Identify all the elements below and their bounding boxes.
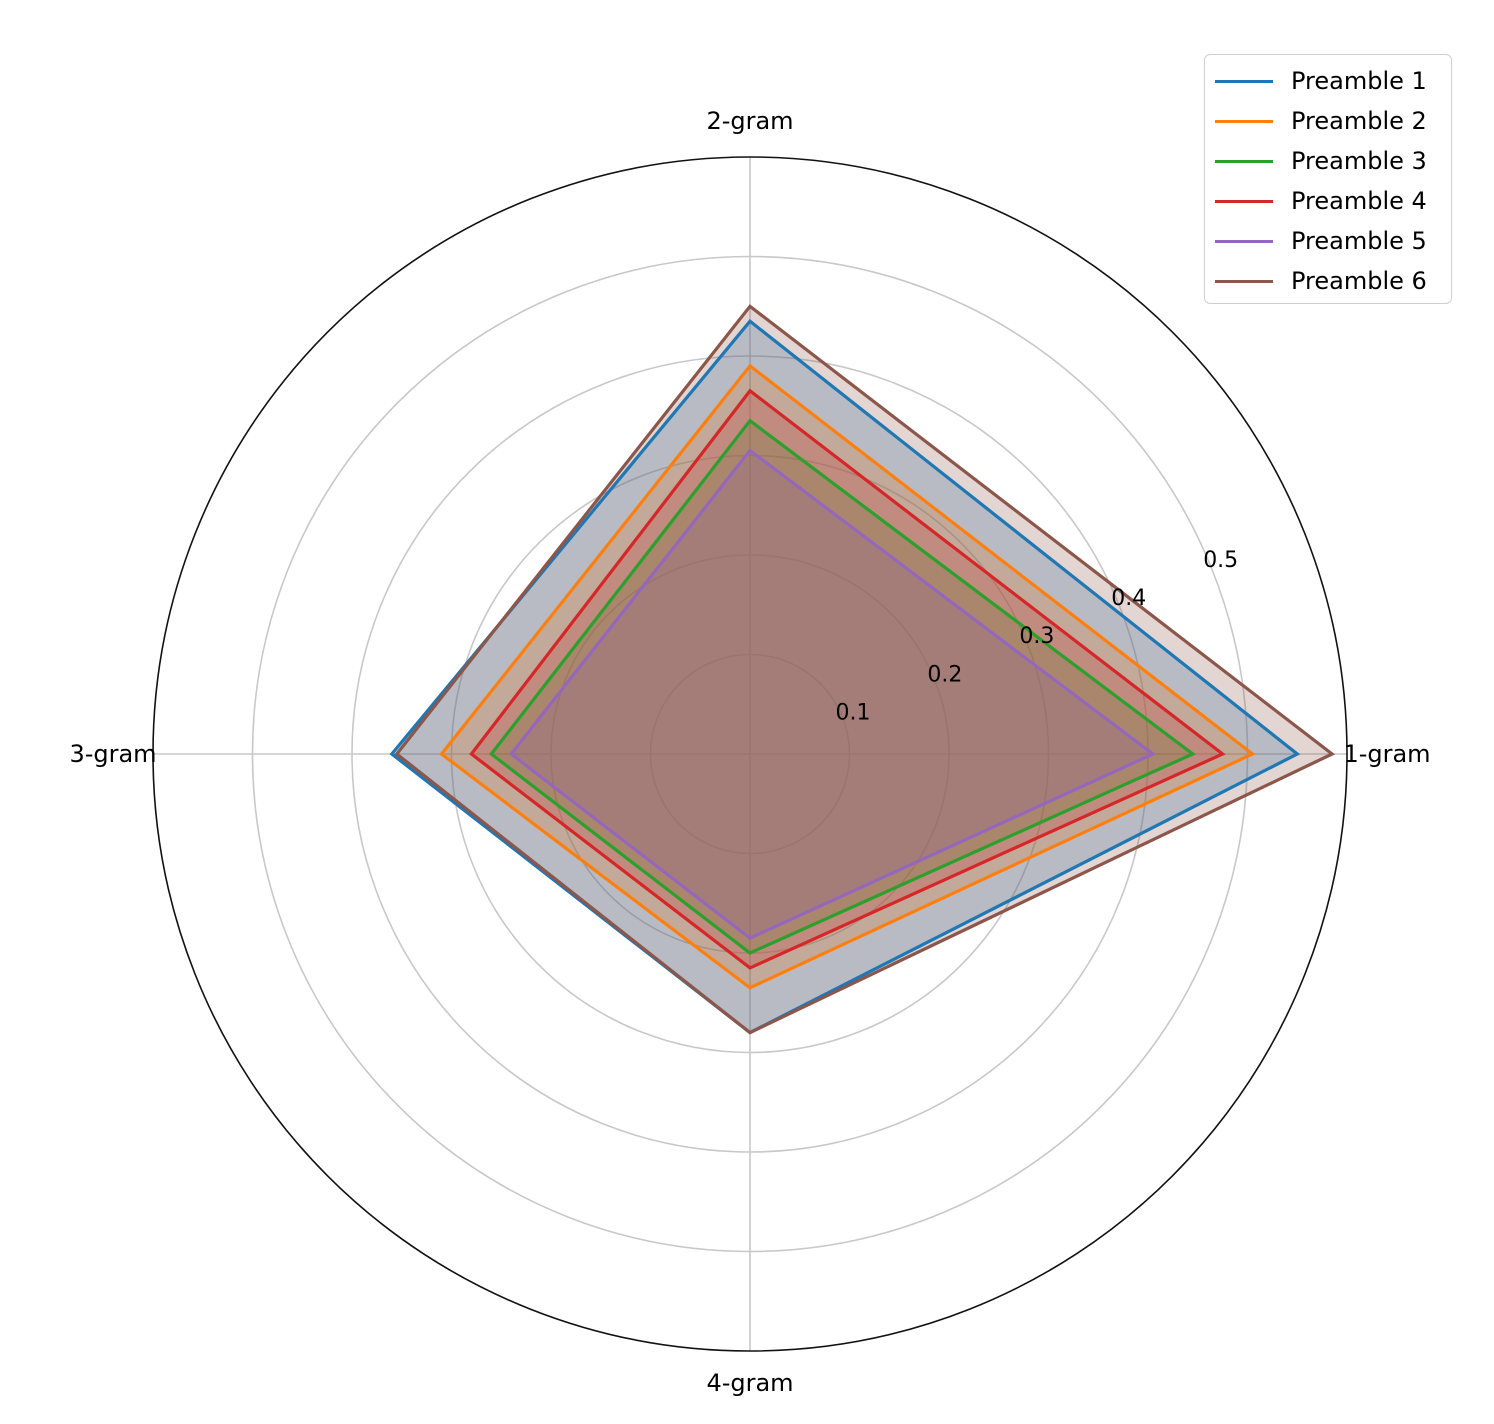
legend-item: Preamble 4: [1205, 181, 1451, 221]
series-line-4: [469, 388, 1226, 970]
legend-swatch: [1215, 119, 1273, 123]
legend-swatch: [1215, 79, 1273, 83]
legend-swatch: [1215, 159, 1273, 163]
legend-item: Preamble 6: [1205, 261, 1451, 301]
legend-swatch: [1215, 239, 1273, 243]
legend-label: Preamble 6: [1291, 267, 1427, 295]
labels: 1-gram 2-gram 3-gram 4-gram 0.1 0.2 0.3 0.4 0.5: [69, 107, 1430, 1397]
axis-label-1-gram: 1-gram: [1343, 740, 1430, 768]
series-fill-6: [396, 306, 1333, 1033]
grid-ring-2: [450, 454, 1050, 1054]
grid: [152, 156, 1348, 1352]
axis-label-2-gram: 2-gram: [706, 107, 793, 135]
legend-label: Preamble 4: [1291, 187, 1427, 215]
r-tick-label: 0.2: [927, 662, 962, 687]
legend-item: Preamble 5: [1205, 221, 1451, 261]
series-line-1: [389, 318, 1301, 1035]
legend-label: Preamble 2: [1291, 107, 1427, 135]
series-fill-5: [511, 450, 1153, 939]
legend-label: Preamble 3: [1291, 147, 1427, 175]
legend-item: Preamble 1: [1205, 61, 1451, 101]
series: [389, 304, 1336, 1035]
series-line-6: [394, 304, 1336, 1035]
axis-label-4-gram: 4-gram: [706, 1369, 793, 1397]
grid-ring-0: [649, 653, 851, 855]
legend-label: Preamble 1: [1291, 67, 1427, 95]
series-line-5: [508, 448, 1157, 940]
r-tick-label: 0.4: [1111, 586, 1146, 611]
axis-label-3-gram: 3-gram: [69, 740, 156, 768]
grid-ring-3: [351, 355, 1149, 1153]
legend-item: Preamble 3: [1205, 141, 1451, 181]
legend-swatch: [1215, 199, 1273, 203]
r-tick-label: 0.5: [1203, 548, 1238, 573]
legend-label: Preamble 5: [1291, 227, 1427, 255]
legend-swatch: [1215, 279, 1273, 283]
series-line-3: [489, 418, 1196, 955]
series-fill-3: [491, 420, 1193, 953]
r-tick-label: 0.3: [1019, 624, 1054, 649]
series-fill-1: [391, 321, 1298, 1033]
legend: Preamble 1 Preamble 2 Preamble 3 Preamble 4…: [1204, 54, 1452, 304]
outer-frame: [152, 156, 1348, 1352]
series-line-2: [439, 363, 1256, 990]
grid-ring-4: [251, 255, 1249, 1253]
legend-item: Preamble 2: [1205, 101, 1451, 141]
r-tick-label: 0.1: [836, 700, 871, 725]
